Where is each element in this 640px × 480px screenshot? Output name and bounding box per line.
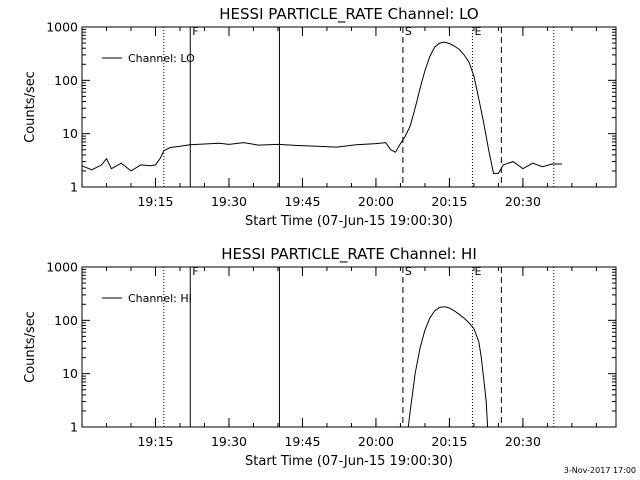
y-tick-label: 1 [70,420,78,435]
x-tick-label: 19:30 [211,434,247,449]
event-marker-label: F [192,265,198,278]
x-tick-label: 19:45 [284,194,320,209]
y-tick-label: 10 [62,366,78,381]
event-marker-label: F [192,25,198,38]
x-tick-label: 20:00 [358,194,394,209]
event-marker-label: S [405,265,412,278]
x-tick-label: 20:15 [431,434,467,449]
event-marker-label: S [405,25,412,38]
x-tick-label: 19:45 [284,434,320,449]
x-tick-label: 20:30 [505,434,541,449]
y-tick-label: 100 [54,313,78,328]
series-line [81,41,563,174]
series-line [407,306,489,428]
event-marker-label: E [474,25,481,38]
y-tick-label: 1000 [46,20,78,35]
timestamp-label: 3-Nov-2017 17:00 [564,466,636,475]
y-axis-label: Counts/sec [23,71,38,143]
x-axis-label: Start Time (07-Jun-15 19:00:30) [245,454,453,469]
y-tick-label: 1000 [46,260,78,275]
event-marker-label: E [474,265,481,278]
plot-frame [81,26,617,188]
x-axis-label: Start Time (07-Jun-15 19:00:30) [245,214,453,229]
y-tick-label: 1 [70,180,78,195]
x-tick-label: 20:30 [505,194,541,209]
y-tick-label: 10 [62,126,78,141]
plot-frame [81,266,617,428]
x-tick-label: 19:30 [211,194,247,209]
legend-label: Channel: HI [128,292,192,305]
y-axis-label: Counts/sec [23,311,38,383]
chart-title: HESSI PARTICLE_RATE Channel: HI [221,245,477,264]
x-tick-label: 20:15 [431,194,467,209]
y-tick-label: 100 [54,73,78,88]
chart-channel-hi: HESSI PARTICLE_RATE Channel: HI Counts/se… [23,245,617,469]
chart-title: HESSI PARTICLE_RATE Channel: LO [219,5,478,24]
legend-label: Channel: LO [128,52,195,65]
x-tick-label: 19:15 [137,434,173,449]
chart-channel-lo: HESSI PARTICLE_RATE Channel: LO Counts/se… [23,5,617,229]
x-tick-label: 19:15 [137,194,173,209]
x-tick-label: 20:00 [358,434,394,449]
